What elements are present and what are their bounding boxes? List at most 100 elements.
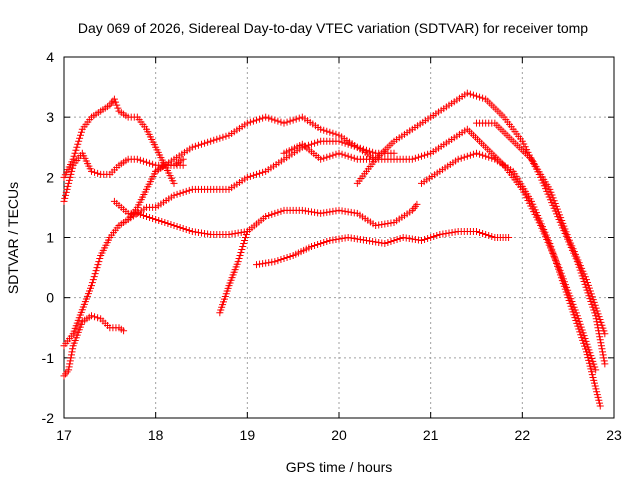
data-point xyxy=(65,176,73,184)
data-point xyxy=(237,249,245,257)
data-point xyxy=(323,127,331,135)
data-point xyxy=(238,246,246,254)
data-point xyxy=(561,285,569,293)
data-point xyxy=(387,219,395,227)
data-point xyxy=(67,354,75,362)
data-point xyxy=(396,235,404,243)
data-points xyxy=(60,89,609,410)
data-point xyxy=(62,188,70,196)
data-point xyxy=(601,360,609,368)
data-point xyxy=(549,248,557,256)
data-point xyxy=(596,399,604,407)
data-point xyxy=(268,210,276,218)
data-point xyxy=(366,147,374,155)
data-point xyxy=(482,152,490,160)
data-point xyxy=(572,316,580,324)
data-point xyxy=(216,134,224,142)
data-point xyxy=(476,93,484,101)
data-point xyxy=(421,236,429,244)
data-point xyxy=(577,331,585,339)
data-point xyxy=(133,209,141,217)
data-point xyxy=(70,152,78,160)
data-point xyxy=(74,140,82,148)
data-point xyxy=(559,279,567,287)
data-point xyxy=(314,138,322,146)
data-point xyxy=(239,243,247,251)
data-point xyxy=(113,101,121,109)
data-point xyxy=(596,333,604,341)
data-point xyxy=(560,282,568,290)
data-point xyxy=(256,260,264,268)
data-point xyxy=(176,223,184,231)
y-tick-label: 3 xyxy=(46,109,54,125)
data-point xyxy=(590,360,598,368)
data-point xyxy=(473,92,480,100)
chart-title: Day 069 of 2026, Sidereal Day-to-day VTE… xyxy=(78,20,588,36)
data-point xyxy=(170,191,178,199)
data-point xyxy=(317,125,325,133)
x-tick-label: 21 xyxy=(423,427,439,443)
data-point xyxy=(317,155,325,163)
data-point xyxy=(378,239,386,247)
series-pass-B xyxy=(60,95,178,187)
x-tick-label: 18 xyxy=(148,427,164,443)
data-point xyxy=(596,336,604,344)
series-pass-C xyxy=(60,312,128,380)
data-point xyxy=(262,113,270,121)
data-point xyxy=(63,185,71,193)
data-point xyxy=(329,236,337,244)
data-point xyxy=(242,234,249,241)
data-point xyxy=(301,207,309,215)
data-point xyxy=(243,119,251,127)
data-point xyxy=(341,139,349,147)
data-point xyxy=(243,173,251,181)
data-point xyxy=(277,256,285,264)
data-point xyxy=(344,152,352,160)
data-point xyxy=(65,366,73,374)
data-point xyxy=(207,137,215,145)
data-point xyxy=(485,153,493,161)
data-point xyxy=(235,255,243,263)
data-point xyxy=(589,296,597,304)
data-point xyxy=(448,228,456,236)
data-point xyxy=(552,257,560,265)
data-point xyxy=(338,150,346,158)
data-point xyxy=(341,234,349,242)
data-point xyxy=(68,348,76,356)
data-point xyxy=(201,229,209,237)
data-point xyxy=(225,230,233,238)
data-point xyxy=(338,235,346,243)
x-tick-label: 17 xyxy=(56,427,72,443)
data-point xyxy=(424,235,432,243)
data-point xyxy=(414,153,422,161)
data-point xyxy=(369,238,377,246)
data-point xyxy=(201,139,209,147)
data-point xyxy=(94,169,102,177)
data-point xyxy=(583,348,590,356)
data-point xyxy=(375,239,383,247)
data-point xyxy=(179,224,187,232)
data-point xyxy=(76,134,84,142)
data-point xyxy=(581,342,589,350)
data-point xyxy=(587,290,595,298)
data-point xyxy=(557,274,565,282)
data-point xyxy=(564,294,572,302)
data-point xyxy=(95,258,103,266)
data-point xyxy=(283,254,291,262)
data-point xyxy=(191,228,199,236)
data-point xyxy=(393,236,401,244)
data-point xyxy=(170,221,178,229)
data-point xyxy=(185,226,193,234)
data-point xyxy=(421,151,429,159)
data-point xyxy=(347,234,355,242)
data-point xyxy=(411,154,419,162)
data-point xyxy=(598,345,606,353)
data-point xyxy=(253,261,260,269)
data-point xyxy=(146,159,154,167)
data-point xyxy=(485,231,493,239)
data-point xyxy=(350,154,358,162)
data-point xyxy=(594,310,602,318)
data-point xyxy=(466,90,474,98)
data-point xyxy=(262,259,270,267)
